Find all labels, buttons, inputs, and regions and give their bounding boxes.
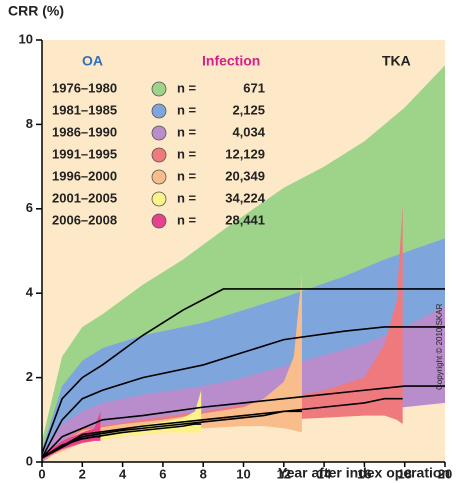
x-tick-label: 4 — [119, 466, 127, 481]
x-tick-label: 12 — [277, 466, 291, 481]
y-tick-label: 6 — [26, 200, 33, 215]
legend-n: 20,349 — [225, 168, 265, 183]
x-tick-label: 14 — [317, 466, 332, 481]
legend-n: 12,129 — [225, 146, 265, 161]
x-tick-label: 20 — [438, 466, 452, 481]
estimate-line — [41, 385, 445, 459]
y-tick-label: 2 — [26, 369, 33, 384]
legend-swatch — [151, 169, 167, 185]
legend-n: 34,224 — [225, 190, 266, 205]
legend-n-prefix: n = — [177, 124, 197, 139]
legend-label: 1976–1980 — [52, 80, 117, 95]
x-axis-label: Year after index operation — [278, 465, 450, 481]
legend-n: 4,034 — [232, 124, 265, 139]
legend-swatch — [151, 81, 167, 97]
x-tick-label: 10 — [236, 466, 250, 481]
legend-label: 1986–1990 — [52, 124, 117, 139]
y-tick-label: 4 — [26, 285, 34, 300]
legend-label: 2001–2005 — [52, 190, 117, 205]
chart-title: CRR (%) — [8, 3, 64, 19]
y-tick-label: 0 — [26, 453, 33, 468]
copyright: Copyright © 2010 SKAR — [435, 303, 444, 390]
y-tick-label: 10 — [19, 31, 33, 46]
legend-n-prefix: n = — [177, 146, 197, 161]
y-tick-label: 8 — [26, 116, 33, 131]
legend-swatch — [151, 213, 167, 229]
legend-label: 1991–1995 — [52, 146, 117, 161]
legend-n-prefix: n = — [177, 212, 197, 227]
annotation: Infection — [202, 53, 260, 69]
confidence-band — [42, 272, 302, 460]
x-tick-label: 16 — [357, 466, 371, 481]
legend-swatch — [151, 103, 167, 119]
x-tick-label: 18 — [397, 466, 411, 481]
estimate-line — [41, 410, 302, 459]
legend-n: 2,125 — [232, 102, 265, 117]
x-tick-label: 0 — [38, 466, 45, 481]
legend-label: 2006–2008 — [52, 212, 117, 227]
legend-n: 671 — [243, 80, 265, 95]
legend-n-prefix: n = — [177, 168, 197, 183]
estimate-line — [41, 435, 101, 459]
annotation: OA — [82, 53, 103, 69]
legend-swatch — [151, 147, 167, 163]
legend-swatch — [151, 125, 167, 141]
legend-label: 1996–2000 — [52, 168, 117, 183]
x-tick-label: 6 — [159, 466, 166, 481]
legend-label: 1981–1985 — [52, 102, 117, 117]
legend-n-prefix: n = — [177, 190, 197, 205]
legend-swatch — [151, 191, 167, 207]
x-tick-label: 8 — [200, 466, 207, 481]
legend-n-prefix: n = — [177, 102, 197, 117]
annotation: TKA — [382, 53, 411, 69]
legend-n-prefix: n = — [177, 80, 197, 95]
x-tick-label: 2 — [79, 466, 86, 481]
estimate-line — [41, 326, 445, 459]
legend-n: 28,441 — [225, 212, 265, 227]
estimate-line — [41, 288, 445, 454]
